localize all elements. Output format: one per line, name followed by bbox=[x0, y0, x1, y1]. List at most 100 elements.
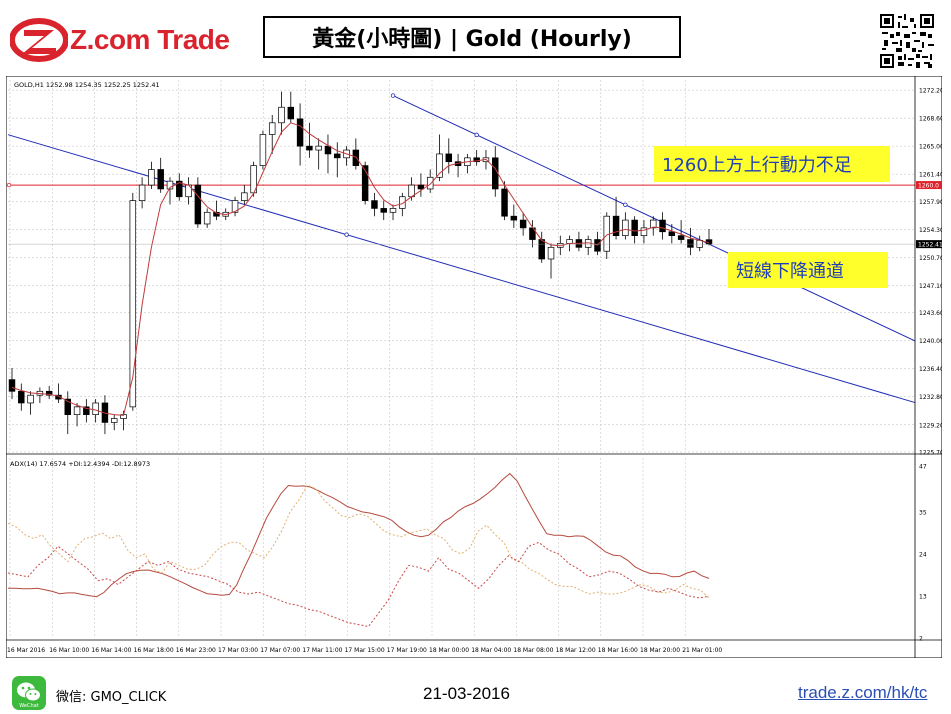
candle-body bbox=[296, 118, 304, 147]
x-tick-label: 21 Mar 01:00 bbox=[682, 647, 722, 654]
adx-y-tick-label: 24 bbox=[919, 551, 927, 558]
moving-average-line bbox=[11, 122, 710, 416]
resistance-price-label: 1260.0 bbox=[918, 183, 939, 190]
annotation-channel: 短線下降通道 bbox=[728, 252, 888, 288]
candle-body bbox=[417, 184, 425, 190]
channel-anchor bbox=[344, 232, 349, 237]
y-tick-label: 1272.20 bbox=[919, 88, 942, 95]
resistance-anchor bbox=[6, 182, 12, 188]
candle-body bbox=[473, 157, 480, 163]
current-price-label: 1252.41 bbox=[918, 242, 942, 249]
x-tick-label: 18 Mar 08:00 bbox=[513, 647, 553, 654]
candle-body bbox=[83, 406, 90, 415]
y-tick-label: 1268.60 bbox=[919, 116, 942, 123]
y-tick-label: 1254.30 bbox=[919, 227, 942, 234]
chart-axes: 1272.20 1268.60 1265.00 1261.40 1257.90 1254.… bbox=[6, 76, 942, 658]
z-logo-icon bbox=[10, 18, 68, 62]
candle-body bbox=[268, 122, 276, 135]
page-title: 黃金(小時圖) | Gold (Hourly) bbox=[263, 16, 681, 58]
candle-body bbox=[138, 184, 146, 201]
brand-logo: Z.com Trade bbox=[10, 18, 230, 64]
y-tick-label: 1243.60 bbox=[919, 310, 942, 317]
x-tick-label: 18 Mar 00:00 bbox=[429, 647, 469, 654]
x-tick-label: 18 Mar 16:00 bbox=[598, 647, 638, 654]
candle-body bbox=[389, 208, 397, 213]
y-tick-label: 1265.00 bbox=[919, 144, 942, 151]
candle-body bbox=[148, 169, 155, 186]
channel-anchor bbox=[474, 132, 479, 138]
x-tick-label: 18 Mar 12:00 bbox=[556, 647, 596, 654]
x-tick-label: 17 Mar 15:00 bbox=[345, 647, 385, 654]
candle-body bbox=[436, 153, 443, 178]
candle-body bbox=[18, 390, 25, 404]
adx-line bbox=[8, 472, 710, 598]
candle-body bbox=[315, 145, 322, 151]
symbol-label: GOLD,H1 1252.98 1254.35 1252.25 1252.41 bbox=[14, 81, 160, 89]
x-tick-label: 16 Mar 10:00 bbox=[49, 647, 89, 654]
x-tick-label: 17 Mar 11:00 bbox=[302, 647, 342, 654]
candle-body bbox=[547, 246, 555, 260]
annotation-resistance: 1260上方上行動力不足 bbox=[654, 146, 890, 182]
candle-body bbox=[278, 106, 285, 124]
candle-body bbox=[334, 153, 341, 159]
channel-anchor bbox=[390, 93, 396, 98]
website-link[interactable]: trade.z.com/hk/tc bbox=[798, 683, 928, 702]
x-tick-label: 17 Mar 19:00 bbox=[387, 647, 427, 654]
candle-body bbox=[306, 145, 313, 151]
x-tick-label: 17 Mar 03:00 bbox=[218, 647, 258, 654]
price-pane bbox=[6, 91, 916, 435]
candle-body bbox=[371, 200, 378, 209]
candle-body bbox=[677, 235, 685, 240]
adx-label: ADX(14) 17.6574 +DI:12.4394 -DI:12.8973 bbox=[10, 460, 150, 468]
y-tick-label: 1229.20 bbox=[919, 422, 942, 429]
report-date: 21-03-2016 bbox=[423, 684, 510, 703]
minus-di-line bbox=[7, 541, 710, 628]
x-tick-label: 18 Mar 04:00 bbox=[471, 647, 511, 654]
candle-body bbox=[492, 157, 499, 190]
adx-y-tick-label: 2 bbox=[919, 636, 923, 643]
candle-body bbox=[612, 215, 620, 236]
candle-body bbox=[445, 153, 453, 163]
candle-body bbox=[231, 200, 239, 213]
candle-body bbox=[110, 418, 118, 423]
candle-body bbox=[45, 390, 53, 396]
x-tick-label: 16 Mar 18:00 bbox=[134, 647, 174, 654]
candle-body bbox=[659, 219, 666, 233]
chart-grid bbox=[8, 80, 915, 638]
x-tick-label: 17 Mar 07:00 bbox=[260, 647, 300, 654]
qr-code-icon bbox=[880, 14, 934, 68]
y-tick-label: 1247.10 bbox=[919, 283, 942, 290]
channel-upper-line bbox=[392, 95, 916, 342]
x-tick-label: 16 Mar 23:00 bbox=[176, 647, 216, 654]
candle-body bbox=[501, 188, 508, 217]
current-price-tag bbox=[916, 240, 942, 249]
candle-body bbox=[622, 219, 629, 236]
x-tick-label: 16 Mar 2016 bbox=[7, 647, 45, 654]
candle-body bbox=[324, 145, 332, 155]
y-tick-label: 1257.90 bbox=[919, 199, 942, 206]
candle-body bbox=[241, 192, 248, 201]
candle-body bbox=[696, 239, 703, 248]
candle-body bbox=[687, 239, 694, 248]
adx-pane bbox=[7, 472, 710, 628]
candle-body bbox=[176, 180, 183, 198]
wechat-badge-label: WeChat bbox=[19, 703, 38, 709]
x-tick-label: 18 Mar 20:00 bbox=[640, 647, 680, 654]
brand-name: Z.com Trade bbox=[70, 24, 230, 55]
candle-body bbox=[519, 219, 527, 229]
adx-y-tick-label: 35 bbox=[919, 509, 927, 516]
candle-body bbox=[64, 398, 71, 415]
candle-body bbox=[566, 239, 573, 244]
candle-body bbox=[259, 134, 267, 166]
candle-body bbox=[194, 184, 202, 225]
candle-body bbox=[352, 149, 360, 166]
y-tick-label: 1236.40 bbox=[919, 366, 942, 373]
candle-body bbox=[8, 379, 16, 392]
candle-body bbox=[129, 200, 137, 408]
candle-body bbox=[73, 406, 81, 415]
wechat-id: 微信: GMO_CLICK bbox=[56, 690, 167, 705]
adx-y-tick-label: 13 bbox=[919, 593, 927, 600]
candle-body bbox=[640, 227, 648, 236]
candle-body bbox=[287, 106, 295, 120]
candle-body bbox=[361, 165, 369, 201]
